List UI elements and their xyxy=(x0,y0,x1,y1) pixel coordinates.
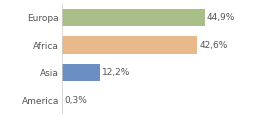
Text: 12,2%: 12,2% xyxy=(102,68,131,77)
Text: 44,9%: 44,9% xyxy=(207,13,235,22)
Text: 0,3%: 0,3% xyxy=(64,96,87,105)
Text: 42,6%: 42,6% xyxy=(199,41,228,50)
Bar xyxy=(62,9,205,27)
Bar xyxy=(62,36,197,54)
Bar xyxy=(62,64,101,81)
